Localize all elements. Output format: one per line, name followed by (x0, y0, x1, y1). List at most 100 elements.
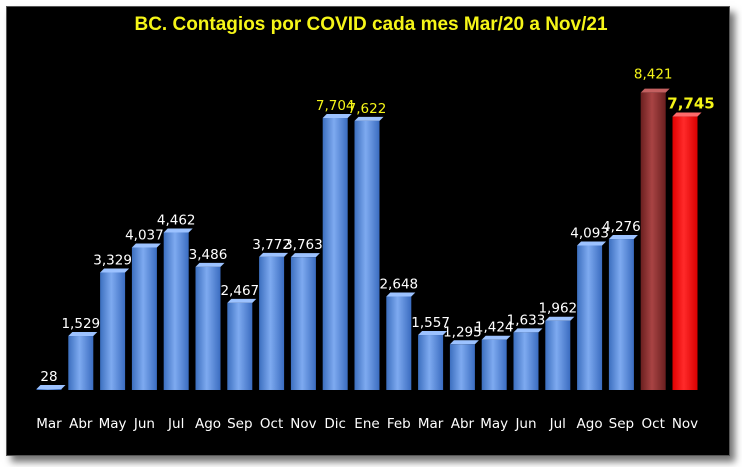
bar-body (259, 256, 285, 390)
bar-body (608, 239, 634, 390)
bar-body (449, 344, 475, 390)
bar-body (545, 320, 571, 390)
bar-top (608, 235, 638, 240)
data-label: 4,093 (570, 225, 609, 241)
bar-top (418, 331, 448, 336)
bar-body (227, 302, 253, 390)
x-tick-label: Mar (36, 416, 62, 432)
x-tick-label: Jun (514, 416, 536, 432)
data-label: 7,622 (348, 101, 387, 117)
bar-body (481, 339, 507, 390)
data-label: 3,763 (284, 237, 323, 253)
bar (131, 243, 161, 390)
bar (195, 262, 225, 390)
bar-top (36, 385, 66, 390)
bar-top (513, 328, 543, 333)
bar-top (577, 241, 607, 246)
x-tick-label: Mar (418, 416, 444, 432)
x-tick-label: Sep (227, 416, 252, 432)
bar-body (36, 389, 62, 390)
bar (672, 112, 702, 391)
x-tick-label: May (99, 416, 127, 432)
x-tick-label: Jul (549, 416, 566, 432)
bar (354, 116, 384, 391)
data-label: 1,557 (411, 315, 450, 331)
bar-top (195, 262, 225, 267)
bar-body (577, 245, 603, 390)
bar-top (354, 116, 384, 121)
x-tick-label: Jun (133, 416, 155, 432)
x-tick-label: Oct (642, 416, 665, 432)
data-label: 1,295 (443, 324, 482, 340)
bar (608, 235, 638, 390)
data-label: 3,486 (189, 247, 228, 263)
bar-top (131, 243, 161, 248)
bar-body (195, 266, 221, 390)
data-label: 3,329 (93, 252, 132, 268)
bar-top (100, 268, 130, 273)
x-tick-label: Ago (195, 416, 221, 432)
x-tick-label: Abr (451, 416, 475, 432)
x-tick-label: Sep (609, 416, 634, 432)
bar-top (545, 316, 575, 321)
bar (227, 298, 257, 390)
bar (640, 88, 670, 390)
bar-body (418, 335, 444, 390)
x-tick-label: Feb (387, 416, 411, 432)
bar-body (354, 120, 380, 391)
bar (163, 228, 193, 390)
data-label: 7,745 (667, 95, 714, 113)
bar (513, 328, 543, 390)
bar-top (322, 114, 352, 118)
bar (577, 241, 607, 390)
bar (322, 114, 352, 390)
x-tick-label: Abr (69, 416, 93, 432)
bar-body (131, 247, 157, 390)
bar-top (449, 340, 479, 345)
bar-top (163, 228, 193, 233)
bar-top (386, 292, 416, 297)
data-label: 7,704 (316, 98, 355, 114)
bar (418, 331, 448, 390)
data-label: 4,037 (125, 227, 164, 243)
data-label: 1,633 (507, 312, 546, 328)
bar (100, 268, 130, 390)
x-tick-label: Jul (167, 416, 184, 432)
bar (545, 316, 575, 390)
bar-body (68, 336, 94, 390)
bar-top (68, 332, 98, 337)
data-label: 4,462 (157, 212, 196, 228)
data-label: 1,424 (475, 320, 514, 336)
bar-body (100, 272, 126, 390)
bar-body (322, 118, 348, 390)
bar (386, 292, 416, 390)
data-label: 2,467 (220, 283, 259, 299)
bar-body (386, 296, 412, 390)
bar (449, 340, 479, 390)
bar-top (290, 253, 320, 258)
bar-top (259, 252, 289, 257)
bar-body (672, 116, 698, 391)
x-tick-label: Dic (324, 416, 346, 432)
bar-body (513, 332, 539, 390)
bar-top (672, 112, 702, 117)
x-tick-label: Nov (290, 416, 316, 432)
x-tick-label: Oct (260, 416, 283, 432)
bar-body (163, 232, 189, 390)
bar-body (290, 257, 316, 390)
chart-title: BC. Contagios por COVID cada mes Mar/20 … (134, 14, 608, 35)
data-label: 1,529 (61, 316, 100, 332)
data-label: 8,421 (634, 67, 673, 83)
bar (68, 332, 98, 390)
data-label: 4,276 (602, 219, 641, 235)
bar-top (640, 88, 670, 93)
bar-top (227, 298, 257, 303)
bar (36, 385, 66, 390)
bar-body (640, 92, 666, 390)
x-tick-label: May (480, 416, 508, 432)
x-tick-label: Ago (577, 416, 603, 432)
bar (481, 335, 511, 390)
data-label: 28 (40, 369, 57, 385)
bar (259, 252, 289, 390)
